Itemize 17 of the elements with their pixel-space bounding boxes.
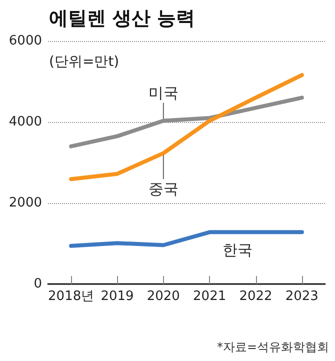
x-tick-label: 2023 [285,289,318,304]
text: (단위=만t) [49,54,120,70]
x-tick-label: 2018년 [48,289,94,304]
x-tick-label: 2020 [146,289,180,304]
y-tick-label: 0 [34,276,42,292]
y-tick-label: 4000 [8,114,42,130]
text: *자료=석유화학협회 [216,340,330,354]
y-tick-label: 6000 [8,34,42,48]
chart-title: 에틸렌 생산 능력 [49,8,196,30]
y-tick-label: 2000 [8,196,42,210]
x-tick-label: 2022 [239,289,272,304]
series-label: 미국 [148,84,178,102]
series-label: 중국 [148,180,178,198]
x-tick-label: 2019 [100,289,134,304]
x-tick-label: 2021 [193,289,226,304]
line-series [69,73,304,182]
series-label: 한국 [222,241,252,260]
